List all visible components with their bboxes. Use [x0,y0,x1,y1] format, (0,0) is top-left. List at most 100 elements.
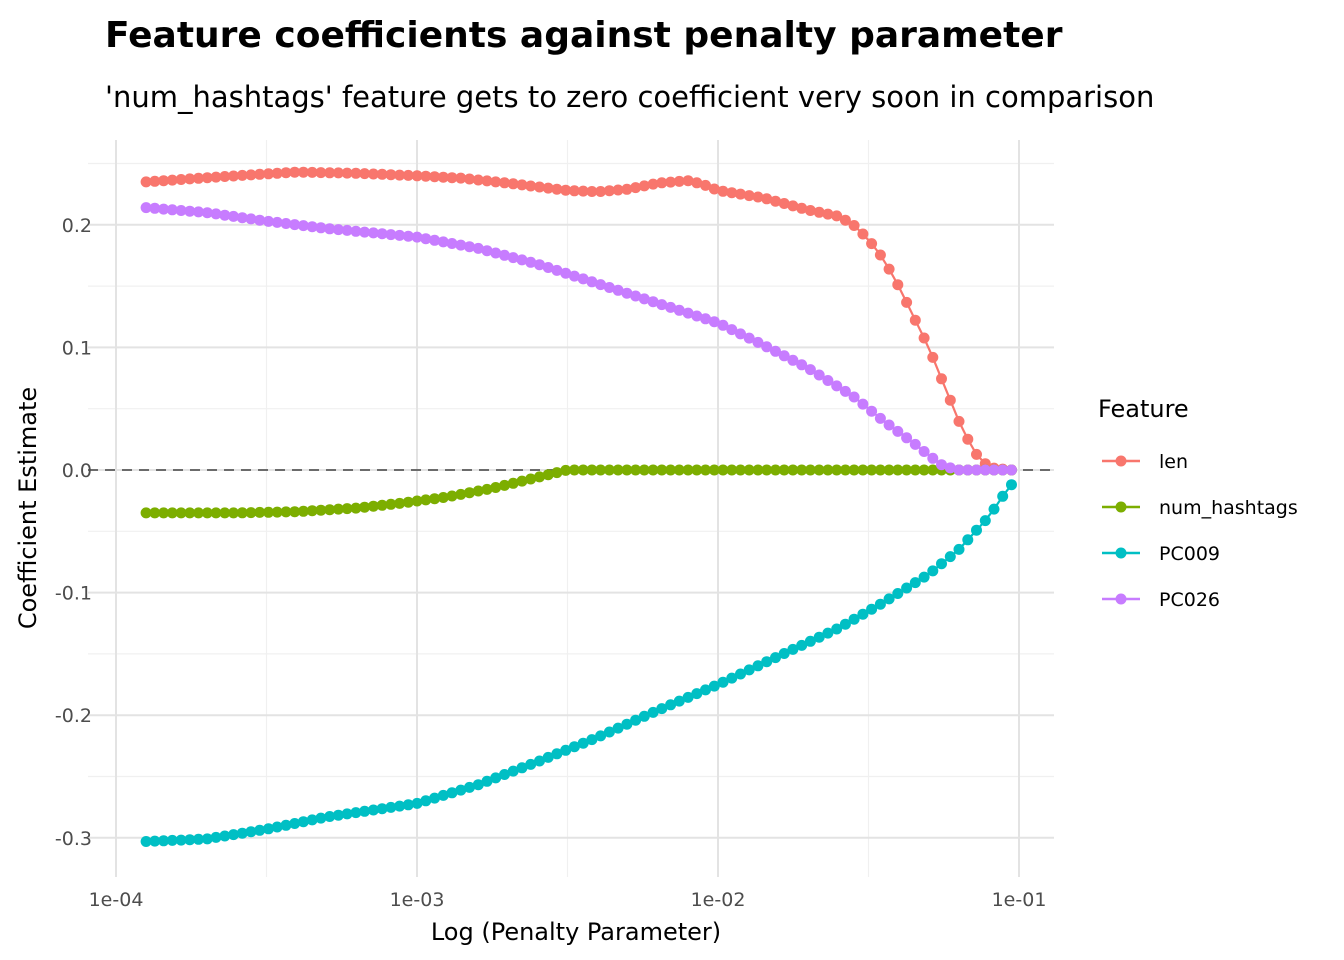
data-point-pc026 [874,412,886,424]
data-point-pc026 [656,299,668,311]
data-point-num-hashtags [420,494,432,506]
x-tick-label: 1e-04 [89,889,144,911]
data-point-pc009 [481,775,493,787]
data-point-len [909,314,921,326]
data-point-num-hashtags [350,502,362,514]
data-point-pc026 [158,203,170,215]
series-num-hashtags [140,464,1017,519]
data-point-pc026 [647,296,659,308]
data-point-pc009 [472,779,484,791]
legend-label: PC026 [1159,589,1220,611]
data-point-pc009 [490,772,502,784]
y-tick-label: -0.3 [55,828,92,850]
data-point-len [490,176,502,188]
data-point-num-hashtags [271,506,283,518]
data-point-len [621,183,633,195]
data-point-num-hashtags [446,490,458,502]
data-point-pc009 [341,808,353,820]
legend-label: len [1159,451,1188,473]
data-point-pc026 [936,459,947,471]
data-point-len [184,173,196,185]
data-point-len [472,174,484,186]
data-point-len [481,175,493,187]
data-point-num-hashtags [839,464,851,476]
data-point-pc026 [332,224,344,236]
data-point-pc009 [962,534,974,546]
data-point-pc009 [822,627,834,639]
data-point-pc009 [149,835,161,847]
x-axis-title: Log (Penalty Parameter) [431,918,721,946]
data-point-pc026 [735,328,746,340]
data-point-pc026 [673,304,685,316]
chart-subtitle: 'num_hashtags' feature gets to zero coef… [105,80,1154,114]
data-point-pc009 [874,598,886,610]
data-point-pc026 [848,391,860,403]
legend-title: Feature [1098,395,1189,423]
data-point-num-hashtags [813,464,825,476]
data-point-len [516,179,528,191]
data-point-pc009 [350,807,362,819]
data-point-pc009 [595,730,607,742]
data-point-num-hashtags [630,464,642,476]
data-point-len [892,279,904,291]
data-point-num-hashtags [359,501,371,513]
data-point-len [289,166,301,178]
data-point-pc009 [254,824,266,836]
data-point-num-hashtags [306,505,318,517]
legend-item-pc009: PC009 [1102,543,1220,565]
data-point-len [551,183,563,195]
data-point-pc009 [376,803,388,815]
data-point-num-hashtags [158,507,170,519]
data-point-num-hashtags [874,464,886,476]
data-point-len [420,170,432,182]
data-point-num-hashtags [184,507,196,519]
data-point-len [708,183,720,195]
data-point-len [568,185,580,197]
data-point-num-hashtags [210,507,222,519]
data-point-num-hashtags [612,464,624,476]
data-point-pc009 [892,588,904,599]
data-point-pc009 [665,699,677,711]
data-point-pc009 [297,816,309,828]
x-tick-label: 1e-01 [992,889,1047,911]
data-point-pc009 [927,565,939,577]
data-point-pc026 [175,205,187,216]
data-point-num-hashtags [367,500,379,512]
data-point-len [874,249,886,261]
data-point-pc026 [184,205,196,217]
data-point-pc009 [385,801,397,813]
data-point-pc009 [979,515,991,527]
data-point-pc026 [1006,464,1017,476]
data-point-pc026 [927,452,939,464]
data-point-pc009 [778,648,790,659]
data-point-pc026 [726,324,738,336]
x-tick-label: 1e-02 [691,889,746,911]
data-point-num-hashtags [735,464,746,476]
data-point-pc009 [507,765,519,777]
data-point-pc026 [971,464,982,476]
data-point-pc009 [158,835,170,847]
data-point-len [953,415,965,427]
data-point-pc026 [568,270,580,282]
data-point-num-hashtags [534,471,545,483]
data-point-pc009 [673,695,685,707]
data-point-num-hashtags [761,464,773,476]
data-point-pc026 [481,245,493,257]
data-point-len [831,210,843,222]
data-point-pc009 [332,809,344,821]
data-point-len [394,169,406,181]
data-point-pc009 [726,672,738,684]
data-point-pc026 [892,425,904,437]
data-point-pc009 [831,623,843,635]
data-point-num-hashtags [682,464,694,476]
data-point-len [411,170,423,182]
data-point-pc026 [962,464,974,476]
series-pc009 [140,479,1017,847]
data-point-pc026 [612,284,624,296]
data-point-len [166,174,178,186]
data-point-num-hashtags [866,464,878,476]
data-point-pc026 [420,233,432,245]
data-point-num-hashtags [228,507,239,519]
data-point-num-hashtags [263,506,274,518]
data-point-pc009 [359,805,371,817]
